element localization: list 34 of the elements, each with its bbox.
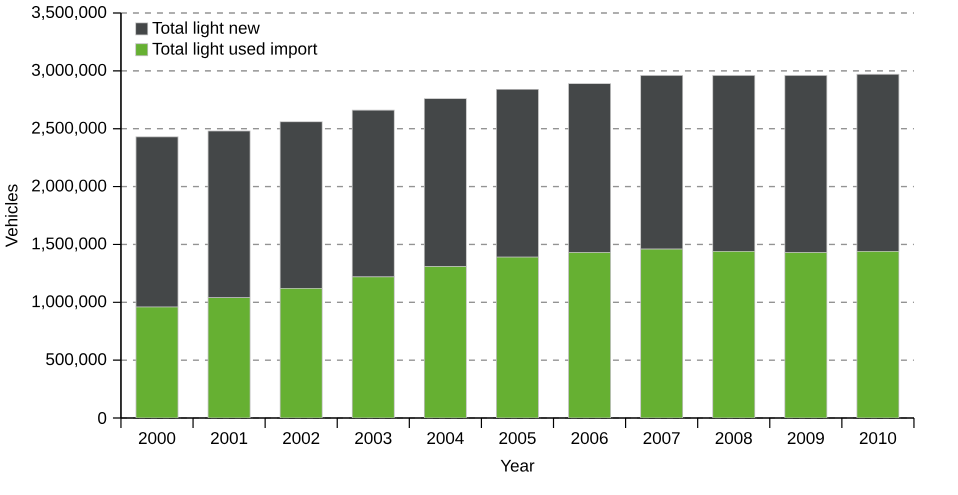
y-tick-label: 3,500,000 [32,6,106,20]
bar [136,306,178,418]
x-tick-label: 2006 [571,432,608,444]
x-tick-label: 2001 [211,432,248,444]
x-tick-label: 2004 [427,432,464,444]
bar [712,250,756,418]
bar [424,266,467,418]
bar [856,250,900,418]
y-tick-label: 3,000,000 [32,64,106,78]
bar [280,288,323,418]
x-tick-label: 2000 [138,432,176,444]
x-tick-label: 2007 [644,432,680,444]
x-tick-label: 2005 [499,432,536,444]
y-tick-label: 500,000 [46,353,106,368]
bar [352,276,395,418]
x-tick-label: 2003 [355,432,392,444]
legend-label: Total light used import [152,42,318,58]
y-axis-title: Vehicles [5,184,18,248]
y-tick-label: 1,000,000 [32,295,106,310]
bar [640,248,684,418]
x-tick-label: 2008 [716,432,752,444]
x-tick-label: 2009 [788,432,824,444]
x-tick-label: 2002 [283,432,320,444]
bar [784,252,828,418]
legend-label: Total light new [152,21,260,38]
y-tick-label: 1,500,000 [32,237,106,252]
bar [568,252,611,418]
x-axis-title: Year [500,460,534,472]
y-tick-label: 2,000,000 [32,180,106,194]
x-tick-label: 2010 [860,432,896,444]
y-tick-label: 0 [98,412,106,424]
bar [496,256,539,418]
y-tick-label: 2,500,000 [32,122,106,136]
bar [208,297,250,418]
